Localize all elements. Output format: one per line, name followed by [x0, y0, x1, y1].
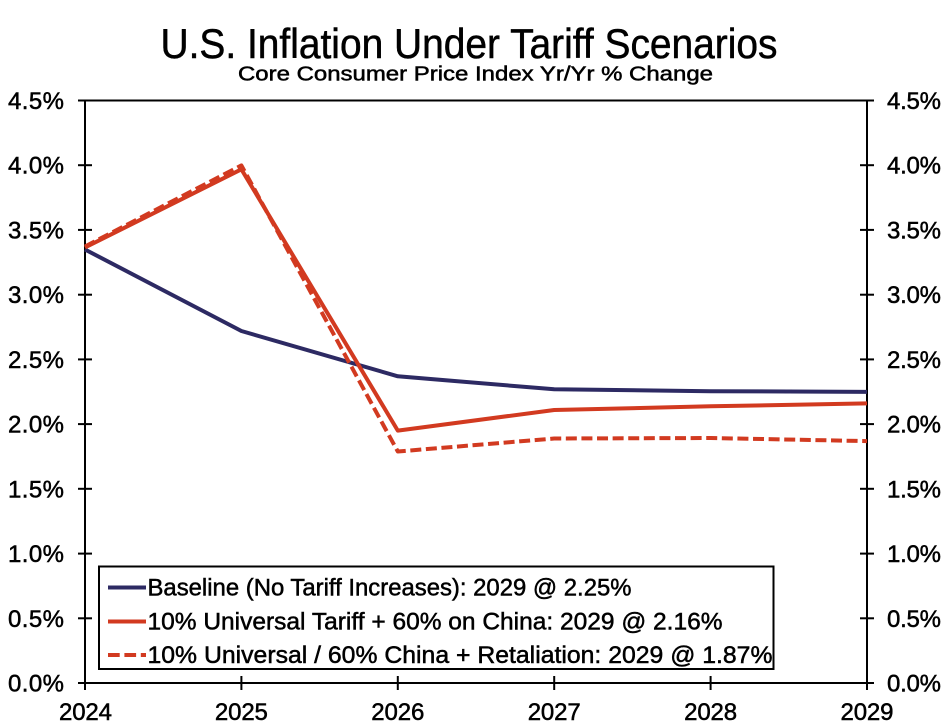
- svg-text:Baseline (No Tariff Increases): Baseline (No Tariff Increases): 2029 @ 2…: [148, 575, 632, 602]
- svg-text:0.0%: 0.0%: [887, 671, 941, 698]
- svg-text:4.5%: 4.5%: [8, 88, 64, 115]
- svg-text:2.5%: 2.5%: [887, 347, 941, 374]
- svg-text:2029: 2029: [841, 699, 894, 726]
- svg-text:10% Universal Tariff + 60% on: 10% Universal Tariff + 60% on China: 202…: [148, 609, 723, 636]
- svg-text:2.5%: 2.5%: [8, 347, 64, 374]
- svg-text:3.0%: 3.0%: [8, 282, 64, 309]
- svg-text:1.0%: 1.0%: [8, 541, 64, 568]
- svg-text:3.5%: 3.5%: [8, 217, 64, 244]
- svg-text:4.0%: 4.0%: [887, 153, 941, 180]
- svg-text:0.5%: 0.5%: [887, 606, 941, 633]
- svg-text:2025: 2025: [215, 699, 268, 726]
- svg-text:1.0%: 1.0%: [887, 541, 941, 568]
- svg-text:4.0%: 4.0%: [8, 153, 64, 180]
- svg-text:3.5%: 3.5%: [887, 217, 941, 244]
- svg-text:0.0%: 0.0%: [8, 671, 64, 698]
- svg-text:2.0%: 2.0%: [8, 412, 64, 439]
- svg-text:10% Universal / 60% China + Re: 10% Universal / 60% China + Retaliation:…: [148, 642, 773, 669]
- svg-text:4.5%: 4.5%: [887, 88, 941, 115]
- svg-text:2028: 2028: [684, 699, 737, 726]
- svg-text:1.5%: 1.5%: [887, 476, 941, 503]
- svg-text:2026: 2026: [371, 699, 424, 726]
- svg-text:Core Consumer Price Index Yr/Y: Core Consumer Price Index Yr/Yr % Change: [238, 64, 713, 86]
- svg-text:2.0%: 2.0%: [887, 412, 941, 439]
- svg-text:2024: 2024: [59, 699, 112, 726]
- svg-text:3.0%: 3.0%: [887, 282, 941, 309]
- svg-text:U.S. Inflation Under Tariff Sc: U.S. Inflation Under Tariff Scenarios: [161, 20, 778, 67]
- svg-text:0.5%: 0.5%: [8, 606, 64, 633]
- svg-text:2027: 2027: [528, 699, 581, 726]
- svg-text:1.5%: 1.5%: [8, 476, 64, 503]
